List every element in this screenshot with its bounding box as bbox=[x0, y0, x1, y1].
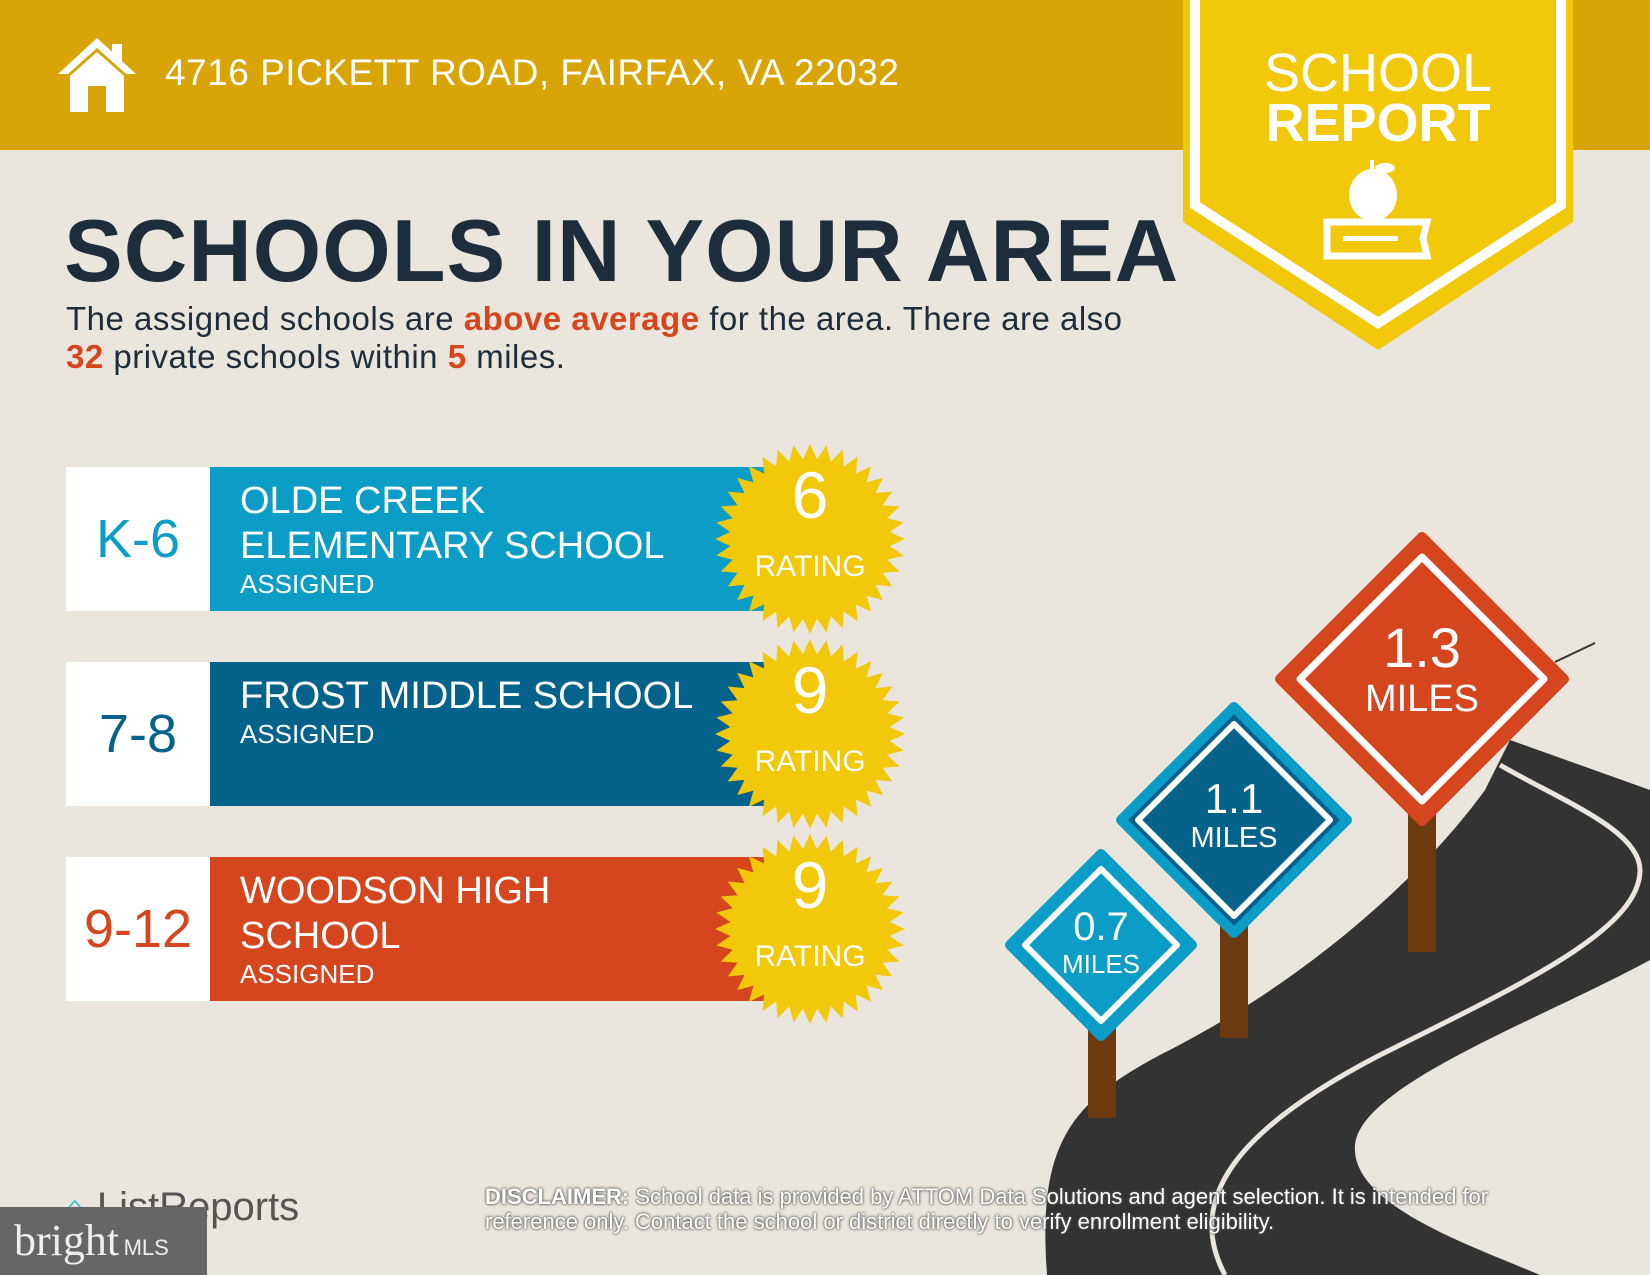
rating-value: 9 bbox=[791, 653, 829, 727]
disclaimer: DISCLAIMER: School data is provided by A… bbox=[485, 1184, 1489, 1234]
distance-sign-1.3 bbox=[1275, 532, 1569, 826]
rating-value: 9 bbox=[791, 848, 829, 922]
school-row[interactable]: OLDE CREEK ELEMENTARY SCHOOL ASSIGNED bbox=[210, 467, 780, 611]
assignment-status: ASSIGNED bbox=[240, 569, 375, 599]
assignment-status: ASSIGNED bbox=[240, 719, 375, 749]
school-name-line2: SCHOOL bbox=[240, 915, 401, 957]
page-title: SCHOOLS IN YOUR AREA bbox=[64, 201, 1180, 300]
school-name: WOODSON HIGH bbox=[240, 870, 551, 912]
sign-label-1.1: 1.1 MILES bbox=[1190, 775, 1278, 855]
school-name-line2: ELEMENTARY SCHOOL bbox=[240, 525, 665, 567]
rating-label: RATING bbox=[754, 745, 866, 778]
school-row[interactable]: FROST MIDDLE SCHOOL ASSIGNED bbox=[210, 662, 780, 806]
apple-on-book-icon bbox=[1323, 160, 1432, 260]
bright-mls-logo: bright MLS bbox=[0, 1207, 207, 1275]
rating-starburst bbox=[715, 444, 905, 634]
rating-starburst bbox=[715, 834, 905, 1024]
sign-label-1.3: 1.3 MILES bbox=[1364, 616, 1480, 721]
rating-value: 6 bbox=[791, 458, 829, 532]
badge-line-1: SCHOOL bbox=[1263, 43, 1493, 103]
grade-range: 7-8 bbox=[66, 662, 210, 806]
summary-text: The assigned schools are above average f… bbox=[66, 300, 1123, 375]
distance-sign-1.1 bbox=[1116, 702, 1352, 938]
school-row[interactable]: WOODSON HIGH SCHOOL ASSIGNED bbox=[210, 857, 780, 1001]
badge-line-2: REPORT bbox=[1265, 93, 1491, 153]
rating-starburst bbox=[715, 639, 905, 829]
badge-title: SCHOOL REPORT bbox=[1183, 43, 1573, 153]
rating-label: RATING bbox=[754, 940, 866, 973]
grade-range: 9-12 bbox=[66, 857, 210, 1001]
radius-miles: 5 bbox=[447, 338, 467, 375]
grade-range: K-6 bbox=[66, 467, 210, 611]
property-address: 4716 PICKETT ROAD, FAIRFAX, VA 22032 bbox=[165, 52, 900, 93]
school-name: FROST MIDDLE SCHOOL bbox=[240, 675, 694, 717]
house-icon bbox=[58, 38, 136, 112]
distance-sign-0.7 bbox=[1005, 849, 1197, 1041]
school-report-badge bbox=[1183, 0, 1573, 350]
assignment-status: ASSIGNED bbox=[240, 959, 375, 989]
sign-label-0.7: 0.7 MILES bbox=[1061, 905, 1141, 979]
quality-highlight: above average bbox=[463, 300, 700, 337]
school-name: OLDE CREEK bbox=[240, 480, 485, 522]
rating-label: RATING bbox=[754, 550, 866, 583]
private-count: 32 bbox=[66, 338, 104, 375]
